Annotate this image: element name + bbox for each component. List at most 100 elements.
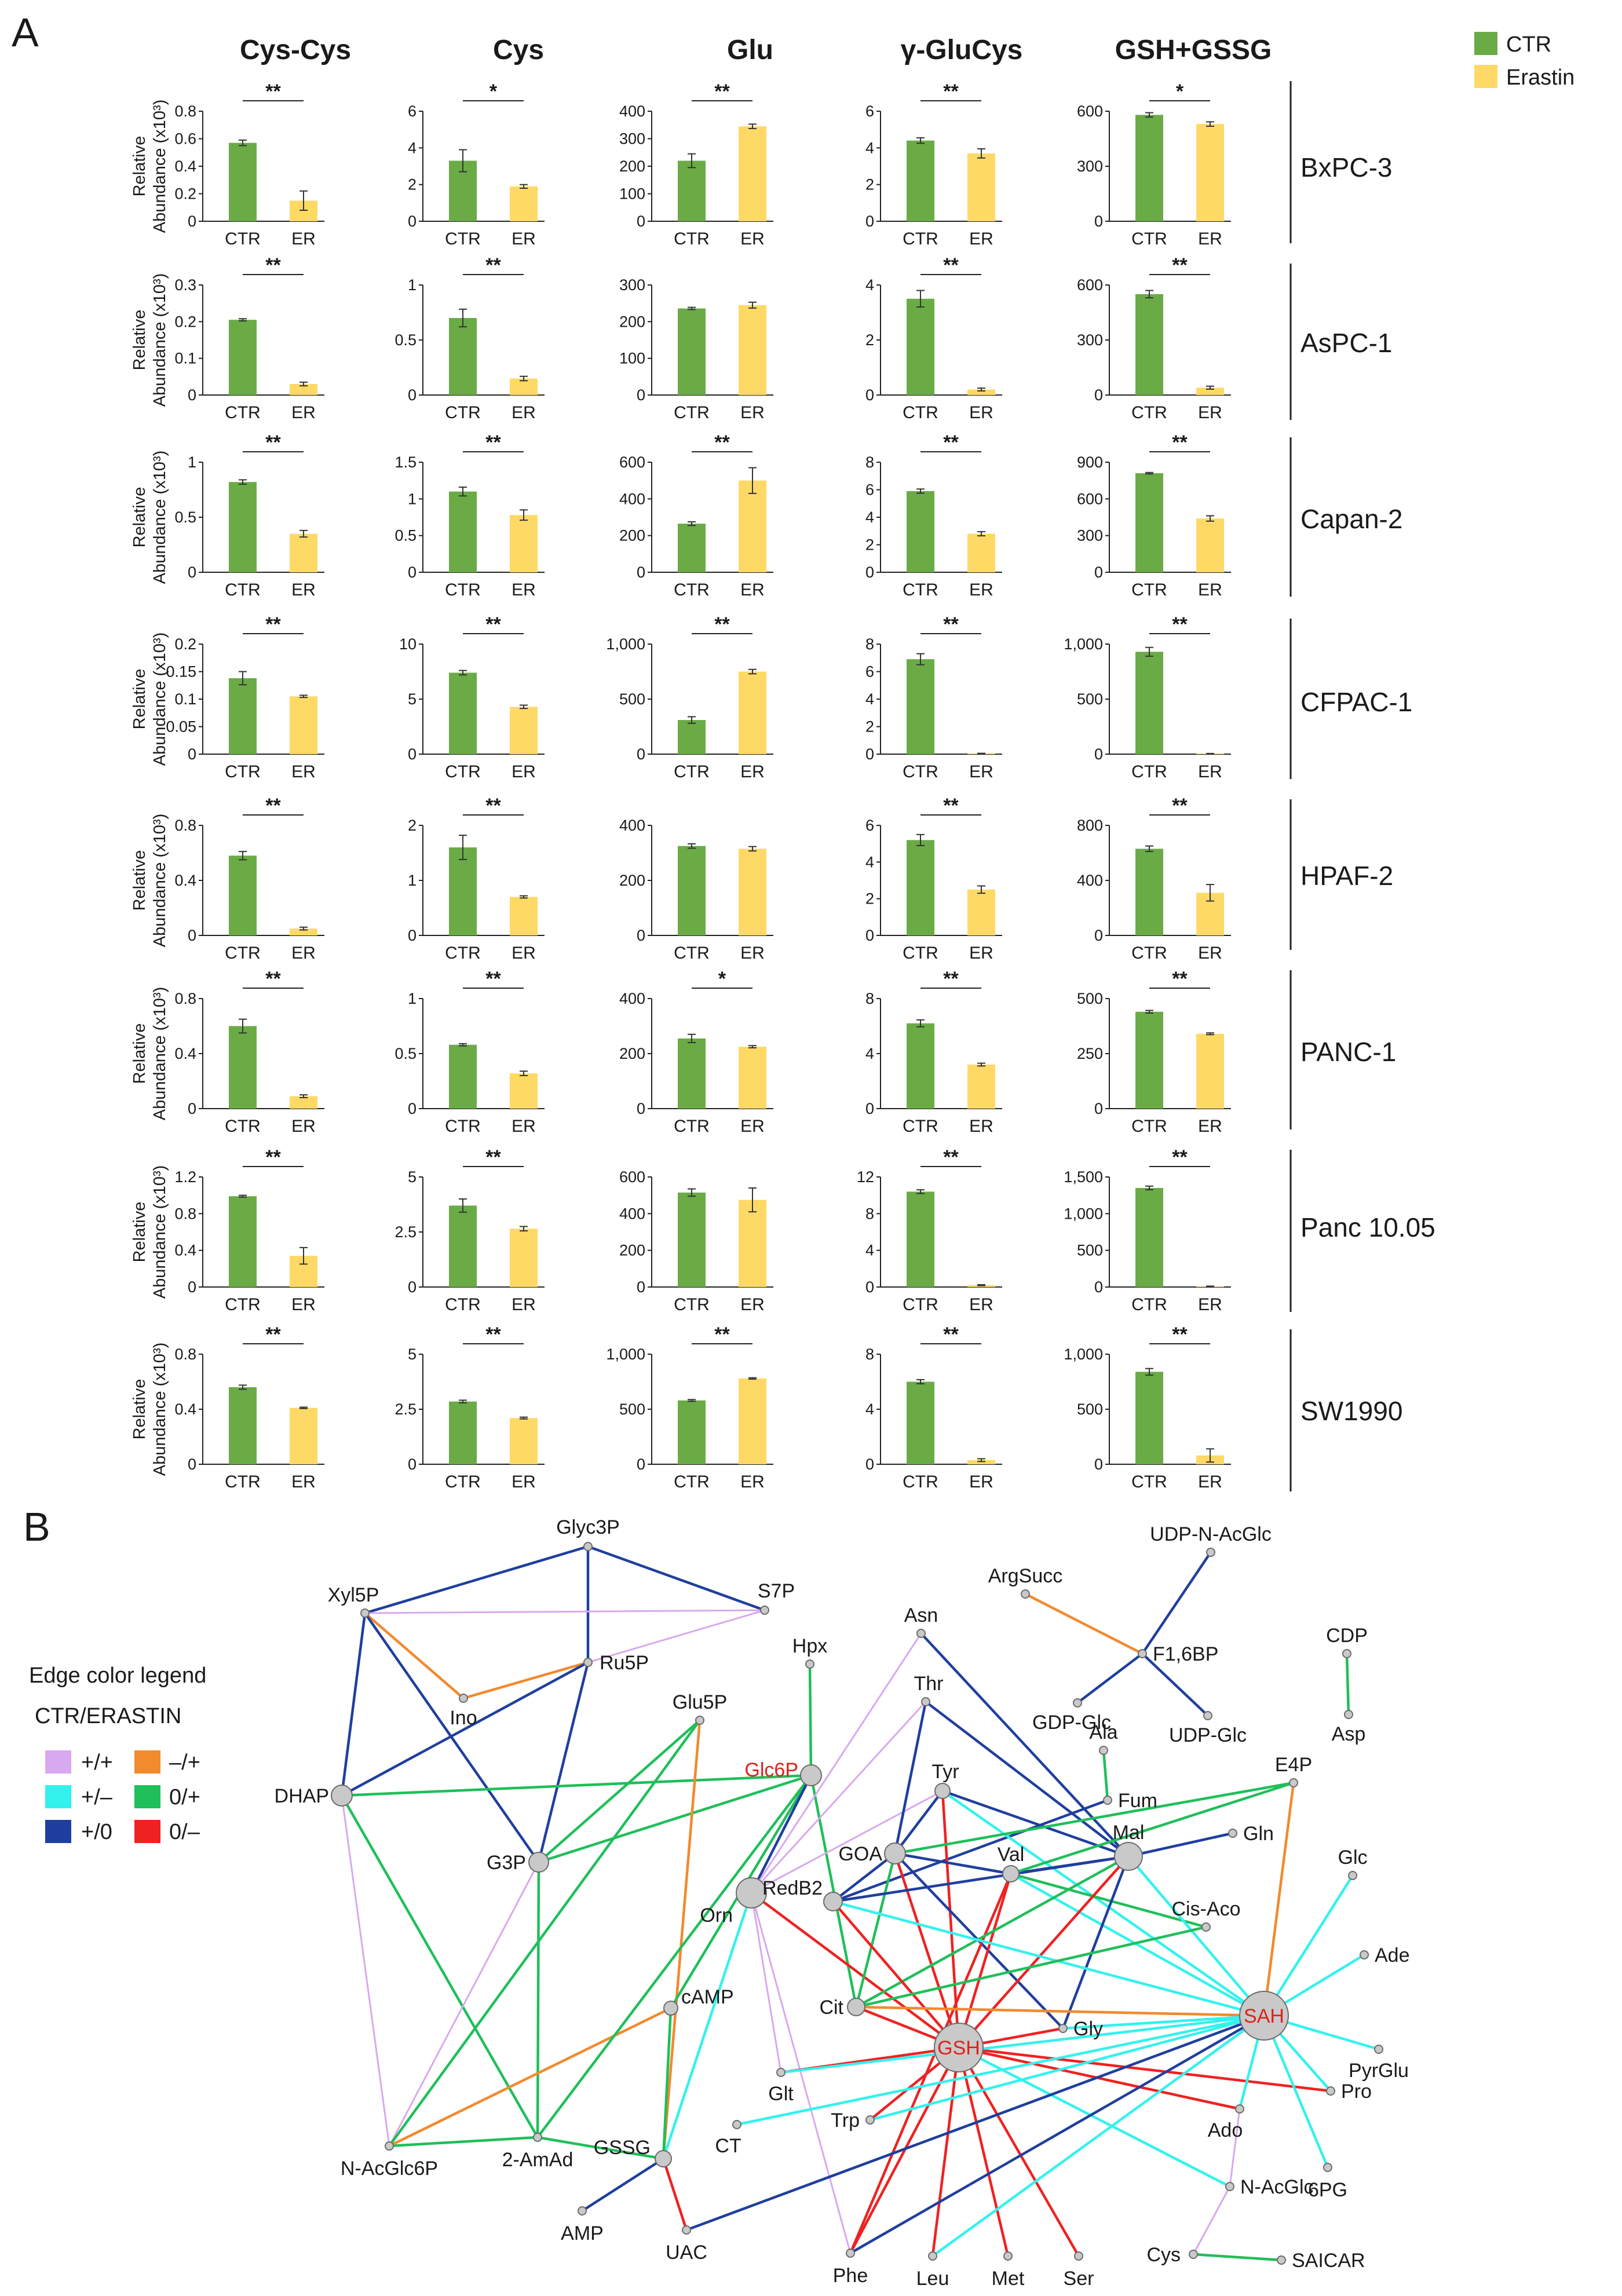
edge-gsh-leu <box>931 2047 960 2257</box>
node-label-pg6: 6PG <box>1308 2179 1347 2201</box>
edge-g3p-glu5p <box>538 1719 701 1863</box>
x-tick-label-er-capan-2-glucys: ER <box>969 580 993 599</box>
cell-line-label-bxpc3: BxPC-3 <box>1300 152 1392 182</box>
edge-ru5p-dhap <box>341 1661 589 1797</box>
bar-er-bxpc-3-cys <box>510 186 538 221</box>
edge-sah-uac <box>686 2014 1265 2232</box>
y-tick-label-capan-2-gsh-gssg: 0 <box>1094 564 1103 581</box>
y-tick-label-capan-2-cys-cys: 0 <box>188 564 196 581</box>
node-e4p <box>1289 1778 1298 1787</box>
y-tick-label-cfpac-1-gsh-gssg: 1,000 <box>1064 635 1103 653</box>
x-tick-label-er-sw1990-cys: ER <box>512 1472 536 1491</box>
node-label-glt: Glt <box>768 2083 794 2105</box>
significance-label-aspc-1-cys: ** <box>485 254 501 276</box>
node-label-e4p: E4P <box>1275 1754 1312 1776</box>
x-tick-label-ctr-panc-10-05-glu: CTR <box>674 1295 710 1314</box>
edge-f16bp-udpnacglc <box>1141 1551 1212 1655</box>
bar-chart-capan-2-glu: 0 200 400 600 CTR ER ** <box>619 432 773 599</box>
bar-chart-hpaf-2-glucys: 0 2 4 6 CTR ER ** <box>865 795 1002 963</box>
x-tick-label-ctr-hpaf-2-glucys: CTR <box>903 944 938 963</box>
y-tick-label-capan-2-cys-cys: 0.5 <box>174 509 196 526</box>
node-label-val: Val <box>998 1844 1025 1866</box>
edge-redb2-sah <box>832 1900 1265 2017</box>
significance-label-sw1990-glu: ** <box>714 1324 730 1346</box>
panel-a-label: A <box>12 10 39 55</box>
bar-ctr-sw1990-cys <box>449 1401 477 1464</box>
x-tick-label-er-bxpc-3-glu: ER <box>740 229 765 248</box>
y-tick-label-sw1990-cys: 0 <box>408 1456 417 1473</box>
y-tick-label-sw1990-cys-cys: 0.4 <box>174 1401 196 1418</box>
x-tick-label-ctr-panc-10-05-gsh-gssg: CTR <box>1131 1295 1167 1314</box>
bar-ctr-cfpac-1-glucys <box>907 659 934 754</box>
y-tick-label-cfpac-1-glu: 1,000 <box>606 635 645 653</box>
y-tick-label-aspc-1-gsh-gssg: 0 <box>1094 386 1103 404</box>
node-nacglc <box>1225 2182 1234 2191</box>
y-tick-label-capan-2-cys: 0.5 <box>394 527 417 544</box>
y-tick-label-panc-10-05-glu: 200 <box>619 1242 645 1259</box>
edge-legend-subtitle: CTR/ERASTIN <box>35 1704 181 1728</box>
edge-nacglc6p-amad <box>389 2136 538 2148</box>
significance-label-hpaf-2-cys: ** <box>485 795 501 817</box>
y-axis-label-line2-cfpac-1-cys-cys: Abundance (x10³) <box>151 633 169 766</box>
node-trp <box>865 2115 875 2125</box>
y-tick-label-aspc-1-glu: 200 <box>619 313 645 330</box>
edge-xyl5p-g3p <box>364 1612 540 1863</box>
edge-xyl5p-ino <box>364 1612 465 1699</box>
bar-chart-hpaf-2-cys-cys: 0 0.4 0.8 CTR ER ** Relative Abundance (x10³) <box>130 795 324 963</box>
y-tick-label-panc-1-cys-cys: 0.8 <box>174 990 196 1007</box>
significance-label-panc-10-05-cys-cys: ** <box>265 1146 281 1168</box>
bar-chart-sw1990-cys: 0 2.5 5 CTR ER ** <box>394 1324 545 1491</box>
bar-er-sw1990-cys <box>510 1418 538 1464</box>
edge-dhap-amad <box>341 1794 539 2138</box>
y-tick-label-bxpc-3-glu: 200 <box>619 158 645 175</box>
node-fum <box>1103 1796 1112 1805</box>
x-tick-label-ctr-cfpac-1-glu: CTR <box>674 762 710 781</box>
bar-chart-cfpac-1-cys: 0 5 10 CTR ER ** <box>399 613 545 781</box>
node-xyl5p <box>360 1608 370 1618</box>
bar-er-cfpac-1-cys-cys <box>290 696 317 754</box>
y-tick-label-bxpc-3-cys-cys: 0 <box>188 213 196 230</box>
x-tick-label-er-bxpc-3-gsh-gssg: ER <box>1198 229 1222 248</box>
bar-ctr-aspc-1-glu <box>678 308 706 395</box>
x-tick-label-ctr-capan-2-glu: CTR <box>674 580 710 599</box>
edge-mal-gln <box>1128 1831 1233 1858</box>
y-tick-label-bxpc-3-glucys: 2 <box>865 176 874 193</box>
node-label-nacglc: N-AcGlc <box>1240 2176 1314 2198</box>
node-label-cys: Cys <box>1146 2244 1181 2266</box>
y-tick-label-sw1990-gsh-gssg: 500 <box>1077 1401 1103 1418</box>
y-tick-label-cfpac-1-glucys: 4 <box>865 690 874 708</box>
bar-er-hpaf-2-glu <box>739 849 766 935</box>
edge-e4p-val <box>1010 1781 1294 1875</box>
bar-ctr-cfpac-1-cys <box>449 672 477 754</box>
node-label-f16bp: F1,6BP <box>1153 1643 1218 1665</box>
edge-ru5p-g3p <box>537 1662 590 1863</box>
y-tick-label-bxpc-3-glucys: 6 <box>865 103 874 120</box>
bar-chart-panc-1-glu: 0 200 400 CTR ER * <box>619 968 773 1136</box>
x-tick-label-ctr-hpaf-2-gsh-gssg: CTR <box>1131 944 1167 963</box>
node-label-ru5p: Ru5P <box>600 1652 649 1674</box>
edge-goa-e4p <box>894 1781 1294 1855</box>
y-tick-label-cfpac-1-cys-cys: 0.2 <box>174 635 196 653</box>
y-axis-label-line2-sw1990-cys-cys: Abundance (x10³) <box>151 1343 169 1476</box>
significance-label-sw1990-glucys: ** <box>943 1324 959 1346</box>
bar-er-sw1990-cys-cys <box>290 1407 317 1464</box>
edge-glu5p-gssg <box>662 1720 702 2159</box>
node-label-hpx: Hpx <box>792 1635 827 1657</box>
edge-orn-thr <box>750 1701 927 1894</box>
bar-ctr-capan-2-gsh-gssg <box>1135 473 1163 572</box>
bar-ctr-aspc-1-glucys <box>907 298 934 395</box>
y-tick-label-aspc-1-gsh-gssg: 600 <box>1077 276 1103 294</box>
y-tick-label-cfpac-1-glu: 0 <box>637 745 645 763</box>
y-tick-label-panc-1-glucys: 4 <box>865 1045 874 1062</box>
y-tick-label-panc-1-cys: 0.5 <box>394 1045 417 1062</box>
bar-er-capan-2-cys <box>510 515 538 572</box>
y-tick-label-aspc-1-cys-cys: 0.1 <box>174 350 196 367</box>
bar-chart-capan-2-gsh-gssg: 0 300 600 900 CTR ER ** <box>1077 432 1231 599</box>
y-tick-label-hpaf-2-glu: 0 <box>637 927 645 944</box>
y-tick-label-hpaf-2-glu: 200 <box>619 872 645 889</box>
x-tick-label-er-cfpac-1-glucys: ER <box>969 762 993 781</box>
x-tick-label-ctr-capan-2-cys-cys: CTR <box>225 580 261 599</box>
cell-line-label-panc1005: Panc 10.05 <box>1300 1212 1435 1242</box>
